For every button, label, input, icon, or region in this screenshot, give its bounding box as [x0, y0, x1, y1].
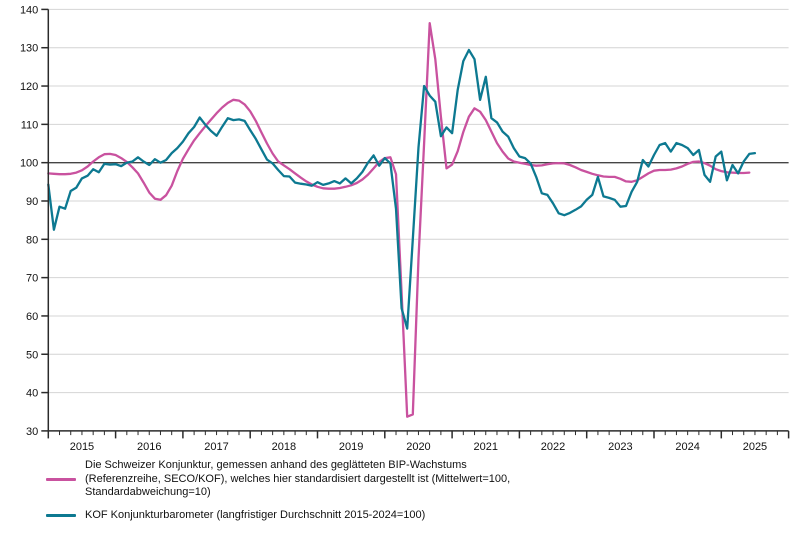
- y-tick-label-30: 30: [26, 426, 38, 438]
- y-tick-label-100: 100: [20, 158, 38, 170]
- y-tick-label-40: 40: [26, 388, 38, 400]
- chart-canvas: 30 40 50 60 70 80 90 100 110 120 130 140 2015 2016 201…: [20, 4, 790, 453]
- series-line-kof-konjunkturbarometer: [47, 48, 757, 330]
- x-year-label-2019: 2019: [339, 441, 363, 453]
- series-line-referenzreihe-seco-kof: [47, 22, 751, 418]
- y-tick-label-130: 130: [20, 43, 38, 55]
- y-tick-label-90: 90: [26, 196, 38, 208]
- legend-item-kof-barometer: KOF Konjunkturbarometer (langfristiger D…: [46, 509, 766, 523]
- x-year-label-2015: 2015: [70, 441, 94, 453]
- legend-swatch-referenzreihe: [46, 478, 76, 481]
- y-tick-label-80: 80: [26, 234, 38, 246]
- x-year-label-2025: 2025: [743, 441, 767, 453]
- legend-label-kof-barometer: KOF Konjunkturbarometer (langfristiger D…: [85, 508, 426, 521]
- x-year-label-2023: 2023: [608, 441, 632, 453]
- x-year-label-2024: 2024: [675, 441, 699, 453]
- y-tick-label-60: 60: [26, 311, 38, 323]
- legend-label-referenzreihe: Die Schweizer Konjunktur, gemessen anhan…: [85, 459, 511, 499]
- y-tick-label-110: 110: [21, 119, 39, 131]
- y-tick-label-50: 50: [26, 349, 38, 361]
- legend-item-referenzreihe: Die Schweizer Konjunktur, gemessen anhan…: [46, 459, 766, 500]
- x-year-label-2022: 2022: [541, 441, 565, 453]
- y-tick-label-140: 140: [20, 4, 38, 16]
- chart-area: 30 40 50 60 70 80 90 100 110 120 130 140 2015 2016 201…: [20, 4, 790, 453]
- y-tick-label-120: 120: [20, 81, 38, 93]
- legend: Die Schweizer Konjunktur, gemessen anhan…: [46, 459, 766, 522]
- y-tick-label-70: 70: [26, 273, 38, 285]
- x-year-label-2021: 2021: [474, 441, 498, 453]
- legend-swatch-kof-barometer: [46, 513, 76, 517]
- x-year-label-2020: 2020: [406, 441, 430, 453]
- x-year-label-2016: 2016: [137, 441, 161, 453]
- x-year-label-2018: 2018: [272, 441, 296, 453]
- x-year-label-2017: 2017: [204, 441, 228, 453]
